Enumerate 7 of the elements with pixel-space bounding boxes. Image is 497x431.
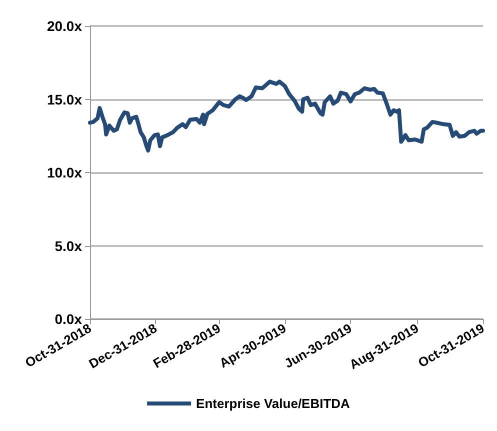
- legend-label: Enterprise Value/EBITDA: [196, 396, 351, 411]
- y-tick-label: 10.0x: [46, 164, 82, 180]
- y-tick-label: 15.0x: [46, 91, 82, 108]
- y-tick-label: 0.0x: [54, 311, 82, 327]
- line-series: [88, 80, 485, 153]
- y-tick-label: 5.0x: [54, 238, 82, 254]
- y-tick-label: 20.0x: [46, 18, 82, 34]
